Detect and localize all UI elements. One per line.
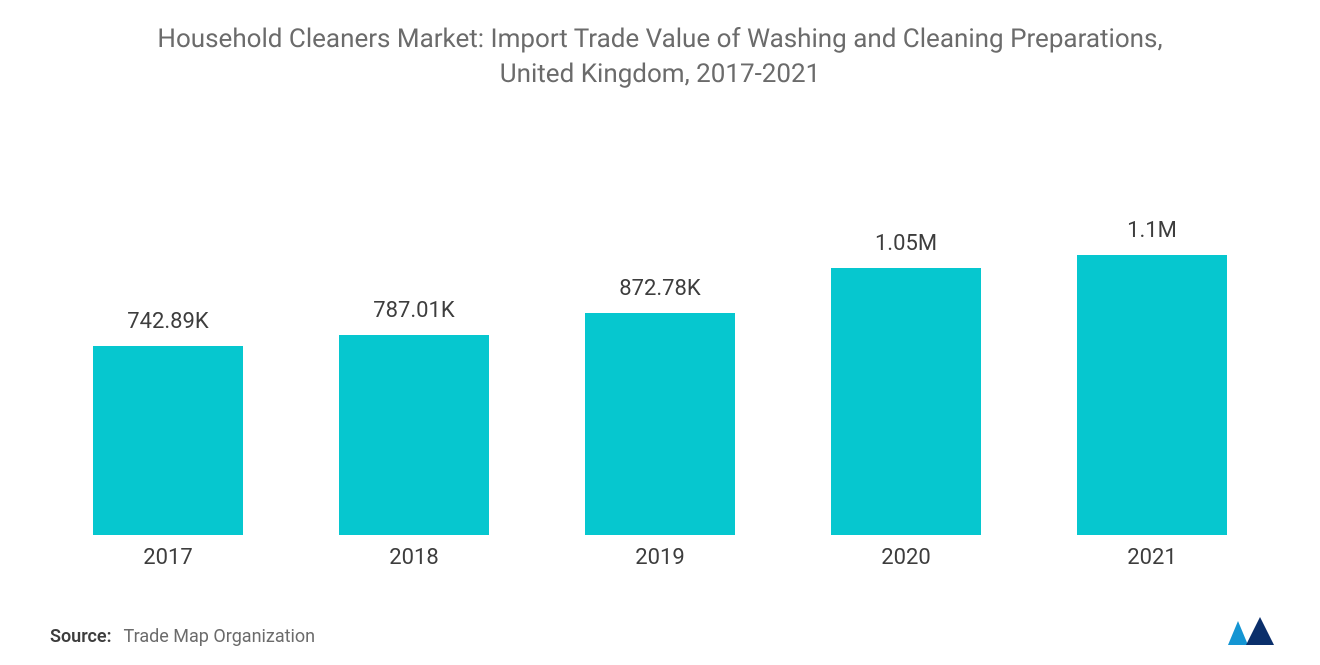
bar-group: 1.05M 2020: [783, 150, 1029, 570]
bar-x-label: 2019: [635, 545, 684, 570]
bar-group: 1.1M 2021: [1029, 150, 1275, 570]
bar: [1077, 255, 1227, 535]
bar: [339, 335, 489, 535]
bar-value-label: 787.01K: [373, 298, 454, 323]
brand-logo-icon: [1226, 615, 1282, 647]
chart-title: Household Cleaners Market: Import Trade …: [0, 0, 1320, 92]
source-value: Trade Map Organization: [124, 626, 316, 647]
bar: [585, 313, 735, 535]
bar-group: 872.78K 2019: [537, 150, 783, 570]
bar: [93, 346, 243, 535]
bar-x-label: 2021: [1127, 545, 1176, 570]
bar-x-label: 2018: [389, 545, 438, 570]
bar-group: 742.89K 2017: [45, 150, 291, 570]
bar-value-label: 872.78K: [619, 276, 700, 301]
bar-chart: 742.89K 2017 787.01K 2018 872.78K 2019 1.05M 20…: [45, 150, 1275, 570]
bar-x-label: 2017: [143, 545, 192, 570]
bar-x-label: 2020: [881, 545, 930, 570]
source-row: Source: Trade Map Organization: [50, 626, 315, 647]
bar-value-label: 742.89K: [127, 309, 208, 334]
bar: [831, 268, 981, 535]
source-label: Source:: [50, 626, 112, 647]
chart-title-line1: Household Cleaners Market: Import Trade …: [157, 24, 1162, 54]
bar-value-label: 1.05M: [875, 231, 937, 256]
bar-group: 787.01K 2018: [291, 150, 537, 570]
bar-value-label: 1.1M: [1127, 218, 1177, 243]
chart-title-line2: United Kingdom, 2017-2021: [500, 59, 820, 89]
